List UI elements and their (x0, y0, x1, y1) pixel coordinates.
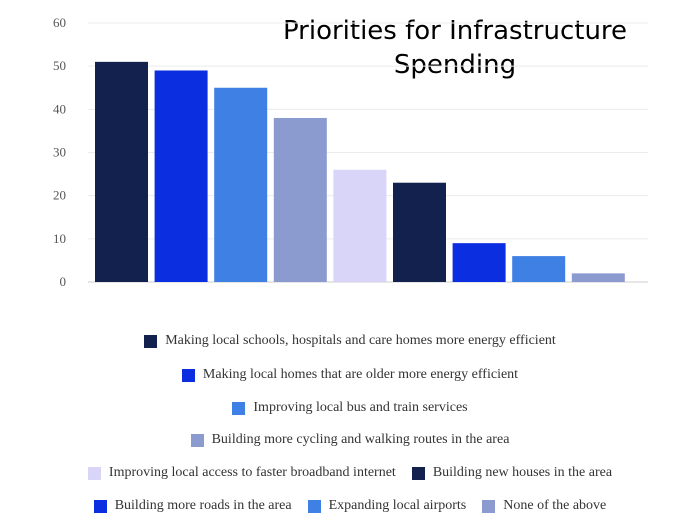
y-tick-label: 30 (53, 145, 66, 160)
legend-item: Making local schools, hospitals and care… (144, 333, 556, 349)
legend-swatch (87, 466, 101, 480)
legend-label: Building more cycling and walking routes… (211, 432, 510, 447)
legend-item: Making local homes that are older more e… (181, 367, 519, 383)
legend-label: Making local homes that are older more e… (202, 367, 519, 382)
bar (452, 243, 506, 282)
bar (154, 70, 208, 282)
bar (95, 61, 148, 282)
legend-swatch (144, 334, 158, 348)
legend-label: Improving local bus and train services (253, 400, 468, 415)
legend-item: None of the above (482, 498, 606, 514)
legend-swatch (232, 401, 246, 415)
legend-item: Improving local access to faster broadba… (87, 465, 396, 481)
bar (214, 87, 268, 282)
legend-item: Expanding local airports (307, 498, 467, 514)
chart-title-line-2: Spending (393, 50, 517, 80)
chart-title-line-1: Priorities for Infrastructure (282, 16, 628, 46)
bar (393, 182, 446, 282)
y-tick-label: 40 (53, 101, 66, 116)
bar (273, 117, 327, 282)
legend-row-1: Making local schools, hospitals and care… (0, 333, 700, 349)
bar (333, 169, 387, 282)
legend-label: Building more roads in the area (114, 498, 292, 513)
legend-swatch (181, 368, 195, 382)
y-tick-label: 20 (53, 188, 66, 203)
legend-swatch (482, 499, 496, 513)
y-tick-label: 60 (53, 15, 66, 30)
y-axis-ticks: 0 10 20 30 40 50 60 (53, 15, 66, 289)
legend-label: Expanding local airports (328, 498, 467, 513)
legend-label: Improving local access to faster broadba… (108, 465, 396, 480)
legend-swatch (307, 499, 321, 513)
y-tick-label: 10 (53, 231, 66, 246)
legend-row-5: Improving local access to faster broadba… (0, 465, 700, 481)
bar (512, 256, 566, 282)
legend-row-4: Building more cycling and walking routes… (0, 432, 700, 448)
legend-label: None of the above (503, 498, 607, 513)
legend-row-3: Improving local bus and train services (0, 400, 700, 416)
legend-swatch (93, 499, 107, 513)
y-tick-label: 50 (53, 58, 66, 73)
legend-item: Building new houses in the area (411, 465, 613, 481)
legend-swatch (411, 466, 425, 480)
y-tick-label: 0 (60, 274, 67, 289)
bars (95, 61, 625, 282)
legend-item: Improving local bus and train services (232, 400, 468, 416)
legend-label: Making local schools, hospitals and care… (165, 333, 556, 348)
legend-label: Building new houses in the area (432, 465, 613, 480)
legend-item: Building more cycling and walking routes… (190, 432, 510, 448)
legend-row-2: Making local homes that are older more e… (0, 367, 700, 383)
chart-title: Priorities for Infrastructure Spending (255, 14, 655, 82)
legend-swatch (190, 433, 204, 447)
legend-row-6: Building more roads in the area Expandin… (0, 498, 700, 514)
plot-area: 0 10 20 30 40 50 60 (53, 15, 648, 289)
bar (571, 273, 625, 282)
legend-item: Building more roads in the area (93, 498, 292, 514)
